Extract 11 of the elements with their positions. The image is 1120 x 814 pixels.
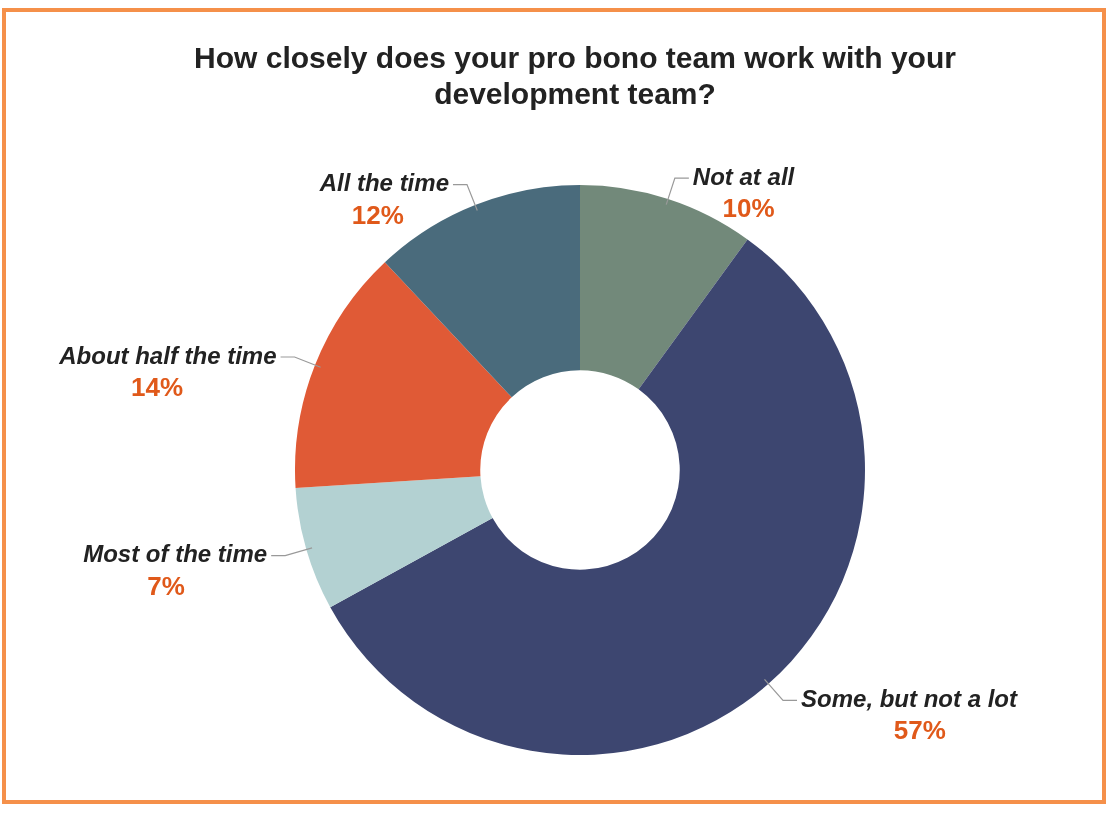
slice-label: All the time — [318, 169, 449, 197]
data-label: 7% — [147, 570, 185, 601]
slice-label: Most of the time — [83, 540, 268, 568]
data-label: 57% — [893, 715, 946, 746]
slice-label: About half the time — [58, 341, 277, 369]
data-label: 12% — [351, 199, 404, 230]
slice-label: Not at all — [692, 162, 796, 190]
data-label: 14% — [131, 372, 184, 403]
chart-title: How closely does your pro bono team work with your development team? — [193, 40, 957, 112]
data-label: 10% — [722, 193, 775, 224]
slice-label: Some, but not a lot — [801, 684, 1019, 712]
